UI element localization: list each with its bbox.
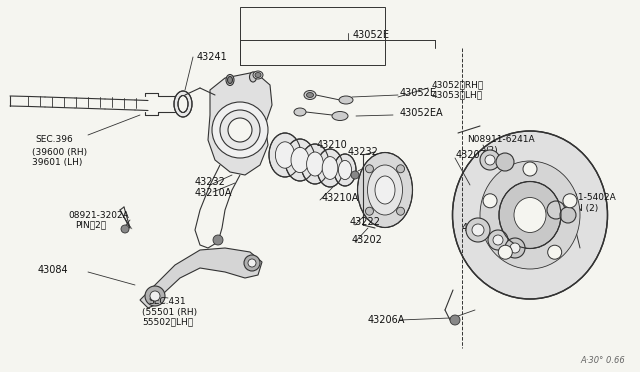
- Ellipse shape: [480, 161, 580, 269]
- Ellipse shape: [178, 96, 188, 112]
- Ellipse shape: [322, 157, 338, 179]
- Ellipse shape: [301, 144, 329, 184]
- Circle shape: [228, 118, 252, 142]
- Text: 43207: 43207: [456, 150, 487, 160]
- Circle shape: [212, 102, 268, 158]
- Circle shape: [450, 315, 460, 325]
- Ellipse shape: [291, 147, 309, 173]
- Text: 43202: 43202: [352, 235, 383, 245]
- Ellipse shape: [174, 91, 192, 117]
- Ellipse shape: [227, 77, 232, 83]
- Text: 43265E: 43265E: [492, 230, 529, 240]
- Circle shape: [547, 201, 565, 219]
- Text: 43052E: 43052E: [353, 30, 390, 40]
- Text: 43265: 43265: [500, 243, 531, 253]
- Ellipse shape: [269, 133, 301, 177]
- Text: (55501 (RH): (55501 (RH): [142, 308, 197, 317]
- Circle shape: [496, 153, 514, 171]
- Circle shape: [493, 235, 503, 245]
- Text: 55502〈LH〉: 55502〈LH〉: [142, 317, 193, 327]
- Ellipse shape: [514, 198, 546, 232]
- Circle shape: [488, 230, 508, 250]
- Text: 43222C: 43222C: [462, 223, 500, 233]
- Text: 00921-5402A: 00921-5402A: [555, 193, 616, 202]
- Text: N08911-6241A: N08911-6241A: [467, 135, 534, 144]
- Text: 43241: 43241: [197, 52, 228, 62]
- Circle shape: [505, 238, 525, 258]
- Circle shape: [510, 243, 520, 253]
- Circle shape: [466, 218, 490, 242]
- Circle shape: [121, 225, 129, 233]
- Ellipse shape: [253, 71, 263, 79]
- Ellipse shape: [304, 90, 316, 99]
- Text: 43052E: 43052E: [400, 88, 437, 98]
- Circle shape: [397, 207, 404, 215]
- Text: 43053〈LH〉: 43053〈LH〉: [432, 90, 483, 99]
- Text: 43210A: 43210A: [322, 193, 360, 203]
- Ellipse shape: [317, 149, 343, 187]
- Circle shape: [397, 165, 404, 173]
- Ellipse shape: [358, 153, 413, 228]
- Text: 43232: 43232: [195, 177, 226, 187]
- Circle shape: [150, 291, 160, 301]
- Text: 43052EA: 43052EA: [400, 108, 444, 118]
- Text: 39601 (LH): 39601 (LH): [32, 158, 83, 167]
- Text: SEC.431: SEC.431: [148, 298, 186, 307]
- Text: (39600 (RH): (39600 (RH): [32, 148, 87, 157]
- Ellipse shape: [275, 142, 294, 168]
- Text: A·30° 0.66: A·30° 0.66: [580, 356, 625, 365]
- Text: 43210: 43210: [317, 140, 348, 150]
- Text: PIN (2): PIN (2): [568, 203, 598, 212]
- Text: 43052〈RH〉: 43052〈RH〉: [432, 80, 484, 90]
- Circle shape: [480, 150, 500, 170]
- Text: PIN。2〃: PIN。2〃: [75, 221, 106, 230]
- Circle shape: [560, 207, 576, 223]
- Circle shape: [523, 162, 537, 176]
- Polygon shape: [140, 248, 262, 308]
- Bar: [240, 7, 385, 65]
- Circle shape: [213, 235, 223, 245]
- Circle shape: [145, 286, 165, 306]
- Text: 43232: 43232: [348, 147, 379, 157]
- Circle shape: [472, 224, 484, 236]
- Text: (2): (2): [485, 145, 498, 154]
- Circle shape: [563, 194, 577, 208]
- Circle shape: [499, 245, 512, 259]
- Ellipse shape: [307, 152, 323, 176]
- Text: 43206A: 43206A: [368, 315, 405, 325]
- Circle shape: [244, 255, 260, 271]
- Ellipse shape: [375, 176, 395, 204]
- Circle shape: [248, 259, 256, 267]
- Text: SEC.396: SEC.396: [35, 135, 73, 144]
- Ellipse shape: [367, 165, 403, 215]
- Ellipse shape: [339, 96, 353, 104]
- Polygon shape: [208, 72, 272, 175]
- Circle shape: [365, 165, 374, 173]
- Ellipse shape: [250, 72, 257, 82]
- Ellipse shape: [499, 182, 561, 248]
- Text: 43222: 43222: [350, 217, 381, 227]
- Circle shape: [483, 194, 497, 208]
- Ellipse shape: [339, 160, 351, 180]
- Ellipse shape: [226, 74, 234, 86]
- Ellipse shape: [255, 73, 261, 77]
- Circle shape: [548, 245, 562, 259]
- Text: 43084: 43084: [38, 265, 68, 275]
- Circle shape: [485, 155, 495, 165]
- Text: 43210A: 43210A: [195, 188, 232, 198]
- Circle shape: [365, 207, 374, 215]
- Text: 08921-3202A: 08921-3202A: [68, 211, 129, 219]
- Ellipse shape: [307, 93, 314, 97]
- Ellipse shape: [332, 112, 348, 121]
- Ellipse shape: [334, 154, 356, 186]
- Ellipse shape: [294, 108, 306, 116]
- Circle shape: [351, 171, 359, 179]
- Circle shape: [220, 110, 260, 150]
- Ellipse shape: [285, 139, 315, 181]
- Ellipse shape: [452, 131, 607, 299]
